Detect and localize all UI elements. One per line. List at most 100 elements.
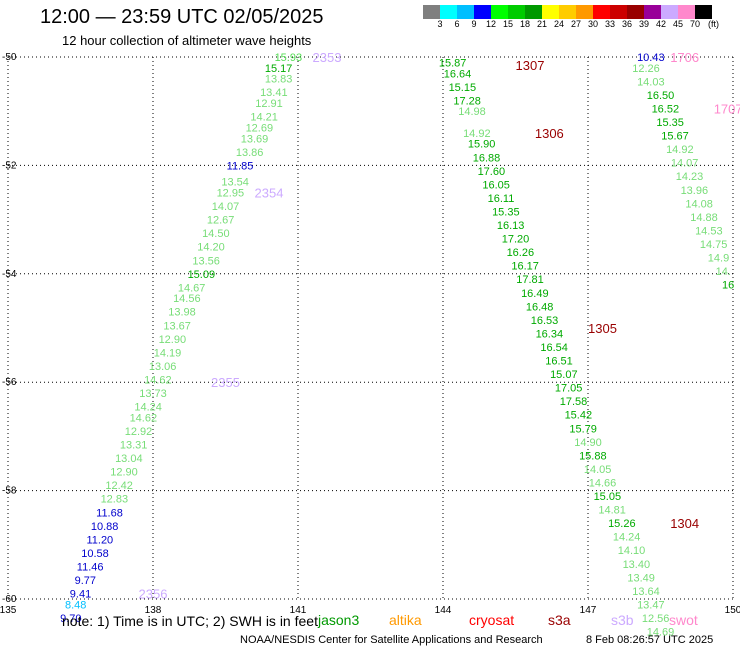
wave-height-value: 14.05	[584, 464, 612, 476]
wave-height-value: 15.35	[656, 117, 684, 129]
wave-height-value: 12.67	[207, 215, 235, 227]
wave-height-value: 12.42	[105, 480, 133, 492]
wave-height-value: 16.88	[473, 152, 501, 164]
color-swatch	[695, 5, 712, 19]
wave-height-value: 16.52	[652, 103, 680, 115]
color-swatch	[457, 5, 474, 19]
color-swatch	[559, 5, 576, 19]
track-id-label: 1707	[714, 101, 740, 116]
track-labels: 2353 2354 2355 2356 1307 1306 1305 1304 1706 1707	[139, 50, 740, 602]
wave-height-value: 16.34	[536, 328, 564, 340]
wave-height-value: 11.20	[86, 534, 113, 546]
track-id-label: 1706	[670, 50, 699, 65]
wave-height-value: 9.41	[70, 589, 91, 601]
mission-jason3: jason3	[318, 612, 360, 628]
wave-height-value: 13.47	[637, 599, 665, 611]
wave-height-value: 15.90	[468, 139, 496, 151]
color-scale-label: 15	[502, 19, 513, 29]
wave-height-value: 14.08	[685, 198, 713, 210]
wave-height-value: 13.73	[139, 388, 167, 400]
color-scale-label: 21	[536, 19, 547, 29]
color-scale-swatches	[423, 5, 712, 19]
wave-height-value: 10.43	[637, 52, 665, 64]
color-swatch	[542, 5, 559, 19]
wave-height-value: 16.49	[521, 288, 549, 300]
wave-height-value: 12.83	[101, 494, 129, 506]
color-swatch	[576, 5, 593, 19]
wave-height-value: 14.69	[647, 627, 675, 639]
wave-height-value: 15.26	[608, 518, 636, 530]
color-scale-label: 12	[485, 19, 496, 29]
wave-height-value: 16.53	[531, 315, 559, 327]
lat-tick-label: -60	[2, 594, 17, 605]
color-scale-label: 9	[471, 19, 477, 29]
wave-height-value: 16.26	[507, 247, 535, 259]
color-swatch	[661, 5, 678, 19]
wave-height-value: 14.03	[637, 76, 665, 88]
wave-height-value: 12.90	[159, 334, 187, 346]
wave-height-value: 13.64	[632, 586, 660, 598]
wave-height-value: 9.70	[60, 613, 81, 625]
color-scale-unit: (ft)	[708, 19, 719, 29]
wave-height-value: 13.06	[149, 361, 177, 373]
wave-height-value: 17.20	[502, 234, 530, 246]
wave-height-value: 10.58	[81, 548, 109, 560]
wave-height-value: 13.54	[221, 177, 249, 189]
wave-height-value: 15.87	[439, 57, 467, 69]
wave-height-value: 14.07	[671, 158, 699, 170]
lon-tick-label: 147	[580, 605, 597, 616]
wave-height-value: 14.53	[695, 225, 723, 237]
wave-height-value: 14.19	[154, 347, 182, 359]
color-scale-legend: 3 6 9 12 15 18 21 24 27 30 33 36 39 42 45 70 (ft)	[423, 5, 719, 33]
wave-height-value: 16	[722, 280, 734, 292]
track-id-label: 1306	[535, 126, 564, 141]
wave-height-value: 16.17	[511, 261, 539, 273]
wave-height-value: 14.9	[708, 253, 729, 265]
track-id-label: 1304	[670, 516, 699, 531]
wave-height-value: 14.23	[676, 171, 704, 183]
wave-height-value: 12.92	[125, 426, 153, 438]
lon-tick-label: 150	[725, 605, 740, 616]
lat-tick-label: -52	[2, 160, 17, 171]
wave-height-value: 15.88	[579, 450, 607, 462]
mission-s3a: s3a	[548, 612, 571, 628]
wave-height-value: 14.90	[574, 437, 602, 449]
wave-height-value: 15.09	[188, 269, 216, 281]
wave-height-value: 13.40	[623, 559, 651, 571]
wave-height-value: 16.05	[482, 179, 510, 191]
wave-height-value: 14.10	[618, 545, 646, 557]
color-swatch	[678, 5, 695, 19]
color-scale-labels: 3 6 9 12 15 18 21 24 27 30 33 36 39 42 45 70 (ft)	[423, 19, 719, 33]
wave-height-value: 14.66	[589, 477, 617, 489]
footer-note: note: 1) Time is in UTC; 2) SWH is in fe…	[62, 613, 318, 629]
wave-height-value: 13.67	[163, 320, 191, 332]
color-scale-label: 36	[621, 19, 632, 29]
color-scale-label: 39	[638, 19, 649, 29]
lat-tick-label: -58	[2, 486, 17, 497]
color-scale-label: 27	[570, 19, 581, 29]
wave-height-value: 17.28	[453, 95, 481, 107]
mission-swot: swot	[669, 612, 698, 628]
track-id-label: 2356	[139, 587, 168, 602]
lon-tick-label: 138	[145, 605, 162, 616]
wave-height-value: 16.13	[497, 220, 525, 232]
wave-height-value: 14.24	[134, 402, 162, 414]
wave-height-value: 12.91	[255, 98, 283, 110]
wave-height-value: 16.50	[647, 90, 675, 102]
color-swatch	[423, 5, 440, 19]
wave-height-value: 9.77	[75, 575, 96, 587]
lon-tick-label: 141	[290, 605, 307, 616]
wave-height-value: 15.15	[449, 82, 477, 94]
wave-height-value: 13.41	[260, 87, 288, 99]
wave-height-value: 12.56	[642, 613, 670, 625]
wave-height-value: 13.49	[627, 572, 655, 584]
wave-height-value: 13.98	[168, 307, 196, 319]
wave-height-value: 11.46	[77, 561, 104, 573]
mission-altika: altika	[389, 612, 422, 628]
mission-s3b: s3b	[611, 612, 634, 628]
wave-height-value: 13.86	[236, 147, 264, 159]
wave-height-value: 16.54	[540, 342, 568, 354]
color-scale-label: 33	[604, 19, 615, 29]
color-scale-label: 42	[655, 19, 666, 29]
wave-height-value: 13.31	[120, 440, 148, 452]
